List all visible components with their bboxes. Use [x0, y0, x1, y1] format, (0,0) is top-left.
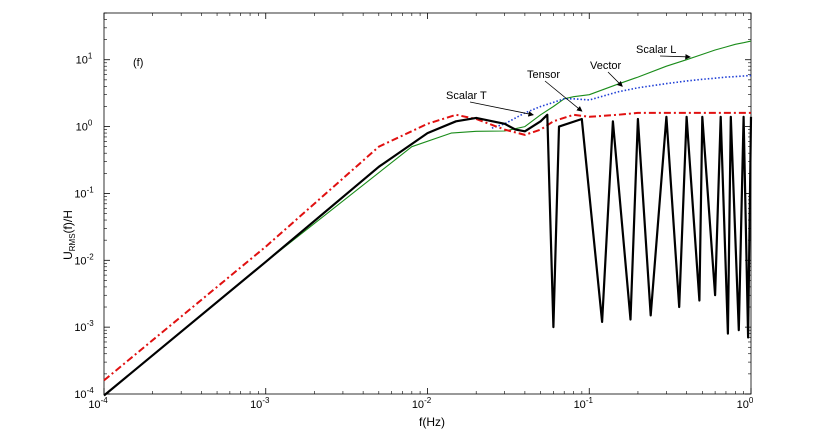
y-tick-label: 10-3: [74, 319, 94, 334]
y-axis-label-rest: (f)/H: [61, 210, 75, 233]
y-axis-label-main: U: [61, 251, 75, 260]
series-scalar-l: [103, 40, 752, 396]
y-tick-label: 10-4: [74, 386, 94, 401]
series-scalar-t: [103, 113, 753, 397]
annotation-arrow: [469, 101, 534, 117]
annotation-arrow: [607, 71, 623, 87]
y-tick-label: 100: [76, 119, 93, 134]
axis-ticks: 10-4 10-3 10-2 10-1 100 10-4 10-3 10-2 10-1 100 10…: [74, 12, 754, 411]
y-tick-label: 101: [76, 52, 93, 67]
y-tick-label: 10-1: [74, 185, 94, 200]
x-tick-label: 100: [737, 396, 754, 411]
annotation-arrow: [544, 80, 583, 112]
x-tick-label: 10-4: [88, 396, 108, 411]
annotation-tensor: Tensor: [527, 69, 560, 81]
plot-frame: [103, 12, 752, 395]
x-tick-label: 10-2: [412, 396, 432, 411]
annotation-arrow: [659, 54, 691, 60]
data-series: [103, 40, 753, 397]
annotation-scalar-t: Scalar T: [446, 90, 487, 102]
annotation-vector: Vector: [590, 60, 622, 72]
panel-label: (f): [133, 57, 143, 69]
annotations: Scalar L Vector Tensor Scalar T: [446, 44, 691, 117]
y-tick-label: 10-2: [74, 252, 94, 267]
x-tick-label: 10-3: [250, 396, 270, 411]
x-axis-label: f(Hz): [419, 415, 445, 429]
y-axis-label-sub: RMS: [68, 233, 77, 251]
y-axis-label: URMS(f)/H: [61, 210, 77, 260]
x-tick-label: 10-1: [574, 396, 594, 411]
annotation-scalar-l: Scalar L: [636, 44, 676, 56]
